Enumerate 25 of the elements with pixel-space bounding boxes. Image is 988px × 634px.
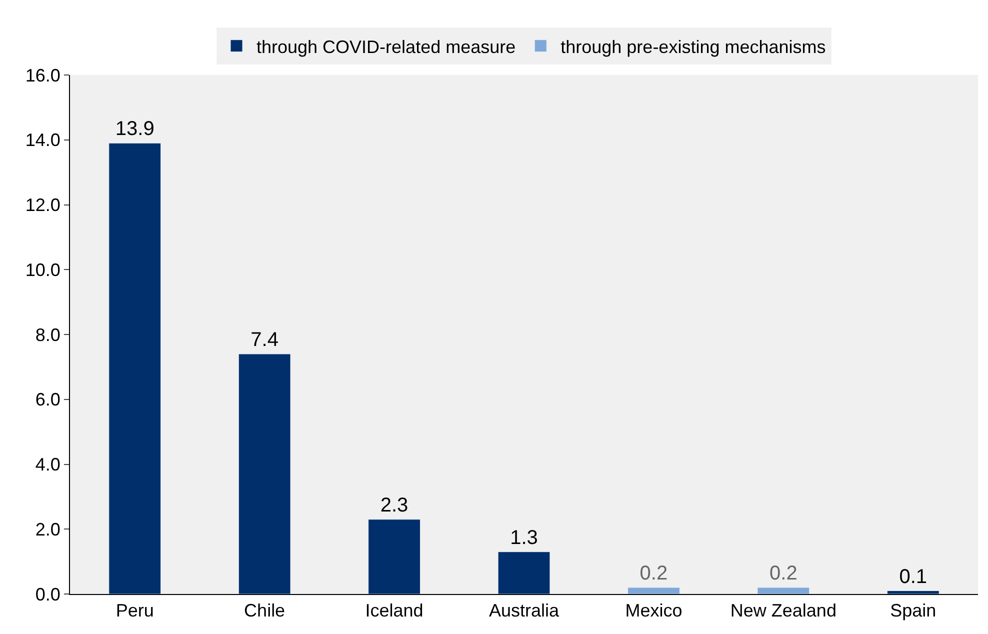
x-tick-label: Spain	[890, 600, 936, 621]
y-tick-label: 0.0	[35, 584, 60, 604]
y-tick-label: 14.0	[25, 130, 60, 150]
x-tick-label: Chile	[244, 600, 286, 621]
y-tick-label: 12.0	[25, 195, 60, 216]
y-tick-label: 8.0	[35, 324, 60, 345]
legend-label: through pre-existing mechanisms	[560, 36, 826, 57]
data-label: 13.9	[115, 118, 154, 140]
y-tick-label: 10.0	[25, 260, 60, 280]
y-tick-label: 2.0	[35, 519, 60, 540]
data-label: 0.2	[770, 562, 798, 585]
data-label: 0.2	[640, 562, 668, 585]
x-tick-label: Mexico	[625, 600, 682, 621]
legend-label: through COVID-related measure	[256, 36, 516, 57]
data-label: 1.3	[510, 526, 538, 549]
data-label: 0.1	[899, 566, 928, 588]
data-label: 2.3	[380, 494, 408, 516]
y-tick-label: 4.0	[35, 454, 60, 475]
data-label: 7.4	[250, 328, 278, 351]
x-tick-label: Iceland	[365, 600, 424, 621]
y-tick-label: 6.0	[35, 390, 60, 410]
x-tick-label: New Zealand	[730, 600, 836, 621]
x-tick-label: Peru	[116, 600, 154, 621]
y-tick-label: 16.0	[25, 65, 60, 86]
x-tick-label: Australia	[488, 600, 560, 621]
